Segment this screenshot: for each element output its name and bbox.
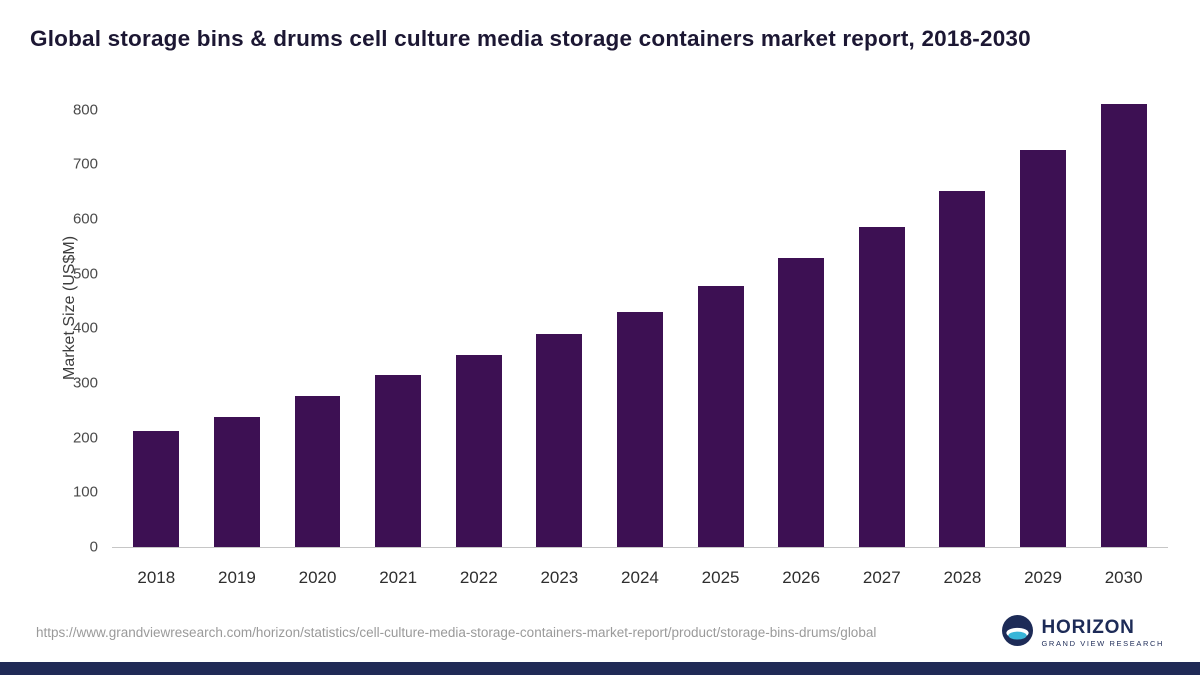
- y-tick-label: 100: [72, 483, 98, 501]
- x-axis-label-2019: 2019: [218, 568, 256, 587]
- bar-slot: [1003, 96, 1084, 547]
- source-url: https://www.grandviewresearch.com/horizo…: [36, 624, 877, 640]
- bar-chart: Market Size (US$M) 0 100 200 300 400 500 600 70…: [30, 86, 1170, 598]
- y-tick-label: 500: [72, 265, 98, 283]
- bar-2025: [697, 286, 744, 547]
- bar-2024: [616, 311, 663, 547]
- bar-2020: [294, 396, 341, 547]
- bar-2028: [939, 191, 986, 547]
- bar-2029: [1020, 150, 1066, 547]
- y-tick-label: 200: [72, 429, 98, 447]
- x-axis-label-2025: 2025: [701, 568, 740, 587]
- bars-row: [112, 96, 1168, 547]
- x-axis-label-2029: 2029: [1024, 568, 1062, 587]
- horizon-logo: HORIZON GRAND VIEW RESEARCH: [1001, 615, 1165, 651]
- footer: https://www.grandviewresearch.com/horizo…: [36, 615, 1164, 651]
- horizon-logo-icon: [1001, 615, 1033, 651]
- x-axis-label-2030: 2030: [1104, 568, 1143, 587]
- bar-slot: [680, 96, 761, 547]
- bar-2027: [858, 226, 905, 547]
- logo-title: HORIZON: [1041, 616, 1135, 638]
- x-axis-label-2027: 2027: [862, 568, 901, 587]
- bar-slot: [438, 96, 519, 547]
- bar-2018: [133, 431, 180, 547]
- x-axis-label-2024: 2024: [621, 568, 659, 587]
- x-axis-label-2021: 2021: [379, 568, 418, 587]
- bar-slot: [1083, 96, 1164, 547]
- x-axis-label-2020: 2020: [298, 568, 337, 587]
- bar-slot: [841, 96, 922, 547]
- y-tick-label: 800: [72, 101, 98, 119]
- y-tick-label: 400: [72, 319, 98, 337]
- x-axis-label-2028: 2028: [943, 568, 982, 587]
- bar-slot: [761, 96, 842, 547]
- bar-slot: [358, 96, 439, 547]
- y-tick-label: 600: [72, 210, 98, 228]
- bar-slot: [197, 96, 278, 547]
- bar-2026: [778, 258, 825, 547]
- logo-subtitle: GRAND VIEW RESEARCH: [1041, 639, 1164, 649]
- bar-slot: [519, 96, 600, 547]
- bar-2019: [213, 417, 260, 547]
- x-axis-labels: 2018 2019 2020 2021 2022 2023 2024 2025 2026 2027…: [112, 568, 1168, 588]
- chart-title: Global storage bins & drums cell culture…: [30, 26, 1031, 51]
- y-tick-label: 300: [72, 374, 98, 392]
- bar-2021: [375, 374, 422, 547]
- bar-slot: [116, 96, 197, 547]
- bar-2023: [536, 333, 583, 547]
- bar-slot: [922, 96, 1003, 547]
- x-axis-label-2022: 2022: [459, 568, 498, 587]
- x-axis-label-2018: 2018: [137, 568, 176, 587]
- bottom-accent-bar: [0, 662, 1200, 675]
- y-tick-label: 0: [89, 538, 98, 556]
- y-tick-label: 700: [72, 155, 98, 173]
- bar-2022: [455, 354, 502, 547]
- x-axis-label-2026: 2026: [782, 568, 821, 587]
- bar-slot: [600, 96, 681, 547]
- bar-slot: [277, 96, 358, 547]
- plot-area: 0 100 200 300 400 500 600 700 800: [73, 96, 1168, 556]
- bar-2030: [1100, 104, 1147, 547]
- x-axis-label-2023: 2023: [540, 568, 579, 587]
